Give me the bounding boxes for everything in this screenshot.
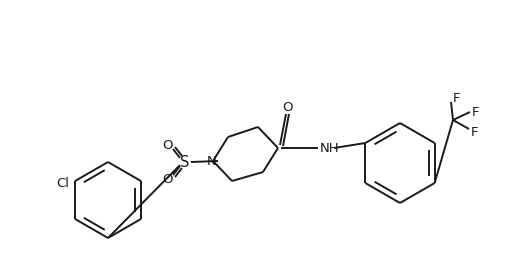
Text: N: N [207,155,217,168]
Text: NH: NH [319,142,339,155]
Text: S: S [180,155,189,170]
Text: O: O [282,101,293,113]
Text: F: F [452,91,460,105]
Text: F: F [470,125,478,138]
Text: O: O [163,138,173,152]
Text: O: O [163,173,173,185]
Text: Cl: Cl [56,177,69,190]
Text: F: F [471,105,479,118]
